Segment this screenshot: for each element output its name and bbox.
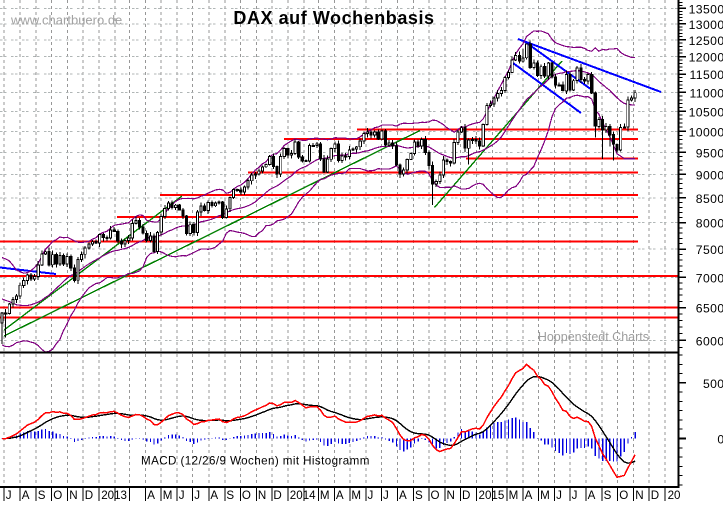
svg-text:J: J	[368, 489, 374, 502]
svg-text:9500: 9500	[696, 146, 723, 160]
svg-text:S: S	[604, 489, 612, 502]
svg-text:S: S	[415, 489, 423, 502]
svg-text:13500: 13500	[689, 2, 723, 16]
svg-text:J: J	[194, 489, 200, 502]
svg-text:M: M	[540, 489, 550, 502]
svg-text:S: S	[226, 489, 234, 502]
svg-text:7000: 7000	[696, 271, 723, 285]
svg-text:2014: 2014	[290, 489, 316, 502]
svg-text:13000: 13000	[689, 18, 723, 32]
svg-text:J: J	[6, 489, 12, 502]
svg-text:J: J	[179, 489, 185, 502]
svg-text:500: 500	[703, 377, 723, 391]
svg-text:www.chartbuero.de: www.chartbuero.de	[10, 13, 122, 28]
svg-text:D: D	[651, 489, 659, 502]
svg-text:M: M	[509, 489, 519, 502]
svg-text:D: D	[462, 489, 470, 502]
svg-text:M: M	[163, 489, 173, 502]
svg-text:2015: 2015	[479, 489, 505, 502]
svg-text:11000: 11000	[690, 86, 723, 100]
svg-text:J: J	[383, 489, 389, 502]
svg-text:J: J	[572, 489, 578, 502]
svg-text:6500: 6500	[696, 302, 723, 316]
svg-text:A: A	[210, 489, 218, 502]
svg-text:O: O	[242, 489, 251, 502]
svg-text:DAX auf Wochenbasis: DAX auf Wochenbasis	[233, 8, 434, 28]
svg-text:10500: 10500	[689, 105, 723, 119]
svg-text:8000: 8000	[696, 217, 723, 231]
svg-text:D: D	[273, 489, 281, 502]
svg-text:D: D	[85, 489, 93, 502]
svg-text:S: S	[38, 489, 46, 502]
svg-text:6000: 6000	[696, 334, 723, 348]
svg-text:2013: 2013	[101, 489, 127, 502]
svg-text:Hoppenstedt Charts: Hoppenstedt Charts	[538, 330, 649, 344]
svg-text:A: A	[22, 489, 30, 502]
svg-text:11500: 11500	[690, 68, 723, 82]
svg-text:12000: 12000	[689, 51, 723, 65]
svg-text:9000: 9000	[696, 168, 723, 182]
svg-text:A: A	[525, 489, 533, 502]
svg-text:M: M	[320, 489, 330, 502]
svg-text:N: N	[447, 489, 455, 502]
svg-text:A: A	[399, 489, 407, 502]
svg-text:N: N	[69, 489, 77, 502]
svg-text:A: A	[588, 489, 596, 502]
svg-text:N: N	[635, 489, 643, 502]
svg-text:12500: 12500	[689, 34, 723, 48]
svg-text:8500: 8500	[696, 192, 723, 206]
svg-text:A: A	[336, 489, 344, 502]
svg-text:O: O	[53, 489, 62, 502]
svg-text:J: J	[556, 489, 562, 502]
svg-text:MACD (12/26/9 Wochen) mit Hist: MACD (12/26/9 Wochen) mit Histogramm	[141, 455, 370, 468]
svg-text:A: A	[147, 489, 155, 502]
svg-text:M: M	[351, 489, 361, 502]
svg-text:0: 0	[717, 433, 723, 447]
svg-text:10000: 10000	[689, 125, 723, 139]
svg-text:20: 20	[668, 489, 681, 502]
svg-text:O: O	[619, 489, 628, 502]
svg-text:O: O	[431, 489, 440, 502]
svg-text:7500: 7500	[696, 243, 723, 257]
svg-text:N: N	[258, 489, 266, 502]
